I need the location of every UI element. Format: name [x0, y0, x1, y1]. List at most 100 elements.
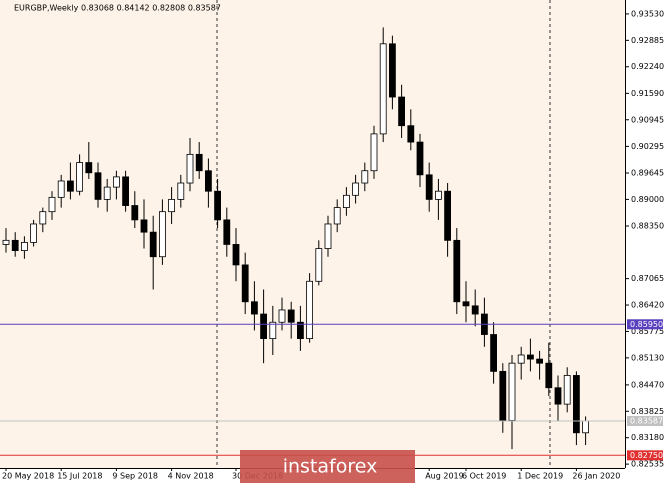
price-label: 0.82750 — [630, 451, 663, 460]
candle-body — [241, 264, 249, 303]
y-tick-label: 0.89645 — [631, 168, 664, 177]
chart-title: EURGBP,Weekly 0.83068 0.84142 0.82808 0.… — [14, 4, 221, 13]
candle-body — [278, 309, 286, 323]
candle-body — [517, 354, 525, 364]
candle-body — [140, 219, 148, 233]
candle-body — [471, 305, 479, 315]
candle-body — [306, 280, 314, 340]
x-tick-label: 15 Jul 2018 — [57, 472, 102, 481]
candle-body — [48, 196, 56, 213]
y-tick-label: 0.85130 — [631, 353, 664, 362]
candle-body — [250, 301, 258, 315]
candle-body — [444, 190, 452, 241]
candle-body — [563, 375, 571, 405]
y-tick-label: 0.84470 — [631, 380, 664, 389]
y-tick-label: 0.92885 — [631, 36, 664, 45]
candle-body — [158, 211, 166, 258]
watermark-box — [240, 450, 415, 483]
candle-body — [2, 239, 10, 245]
y-tick-label: 0.83825 — [631, 407, 664, 416]
candle-body — [20, 241, 28, 251]
x-tick-label: 6 Oct 2019 — [462, 472, 506, 481]
candle-body — [527, 354, 534, 360]
y-tick-label: 0.85775 — [631, 327, 664, 336]
x-tick-label: 9 Sep 2018 — [112, 472, 158, 481]
candle-body — [11, 239, 19, 251]
x-tick-label: 26 Jan 2020 — [572, 472, 620, 481]
candle-body — [407, 125, 415, 143]
candle-body — [296, 321, 304, 340]
price-label-box — [627, 450, 663, 461]
candle-body — [287, 309, 295, 323]
candle-body — [379, 43, 387, 135]
candle-body — [554, 387, 562, 405]
candle-body — [260, 313, 268, 340]
price-label: 0.85950 — [630, 320, 663, 329]
y-tick-label: 0.93530 — [631, 9, 664, 18]
candle-body — [388, 43, 396, 98]
candle-body — [149, 231, 157, 258]
candle-body — [545, 362, 553, 389]
candle-body — [490, 334, 498, 372]
candle-body — [499, 370, 507, 421]
x-tick-label: 1 Dec 2019 — [517, 472, 563, 481]
price-label-box — [627, 416, 663, 427]
candle-body — [67, 180, 74, 192]
candle-body — [269, 321, 277, 340]
price-label: 0.83587 — [630, 417, 663, 426]
candle-body — [315, 248, 323, 282]
candle-body — [434, 190, 442, 200]
y-tick-label: 0.91590 — [631, 89, 664, 98]
candle-body — [186, 153, 194, 184]
y-tick-label: 0.90945 — [631, 115, 664, 124]
x-tick-label: 4 Nov 2018 — [168, 472, 214, 481]
y-tick-label: 0.87065 — [631, 274, 664, 283]
plot-background — [0, 0, 625, 468]
y-tick-label: 0.86420 — [631, 301, 664, 310]
y-tick-label: 0.90295 — [631, 142, 664, 151]
candle-body — [582, 420, 589, 434]
candle-body — [342, 194, 350, 208]
candle-body — [508, 362, 516, 421]
price-label-box — [627, 319, 663, 330]
candle-body — [85, 162, 93, 174]
candle-body — [204, 170, 212, 192]
candle-body — [30, 223, 38, 243]
y-tick-label: 0.88350 — [631, 222, 664, 231]
candle-body — [131, 205, 139, 221]
candle-body — [425, 174, 433, 200]
y-tick-label: 0.89000 — [631, 195, 664, 204]
candle-body — [214, 190, 222, 221]
x-tick-label: Aug 2019 — [425, 472, 464, 481]
candle-body — [573, 375, 580, 434]
candle-body — [223, 219, 231, 245]
candle-body — [536, 358, 543, 364]
candle-body — [195, 153, 203, 172]
y-tick-label: 0.83180 — [631, 433, 664, 442]
y-tick-label: 0.92240 — [631, 62, 664, 71]
candle-body — [232, 244, 240, 266]
candle-body — [416, 141, 424, 176]
candle-body — [76, 162, 83, 192]
candle-body — [39, 211, 47, 225]
candle-body — [398, 96, 406, 127]
candle-body — [352, 182, 360, 196]
candle-body — [57, 180, 65, 198]
candle-body — [370, 133, 378, 172]
candle-body — [103, 186, 111, 200]
candle-body — [168, 199, 176, 213]
candle-body — [113, 176, 120, 188]
candle-body — [462, 301, 470, 307]
candle-body — [177, 182, 185, 200]
y-tick-label: 0.82535 — [631, 460, 664, 469]
candle-body — [333, 207, 341, 225]
candles — [2, 27, 589, 450]
candle-body — [361, 170, 369, 184]
candle-body — [453, 239, 461, 303]
candle-body — [122, 176, 129, 206]
candle-body — [324, 223, 332, 249]
candle-body — [94, 172, 102, 200]
x-tick-label: 20 May 2018 — [2, 472, 54, 481]
